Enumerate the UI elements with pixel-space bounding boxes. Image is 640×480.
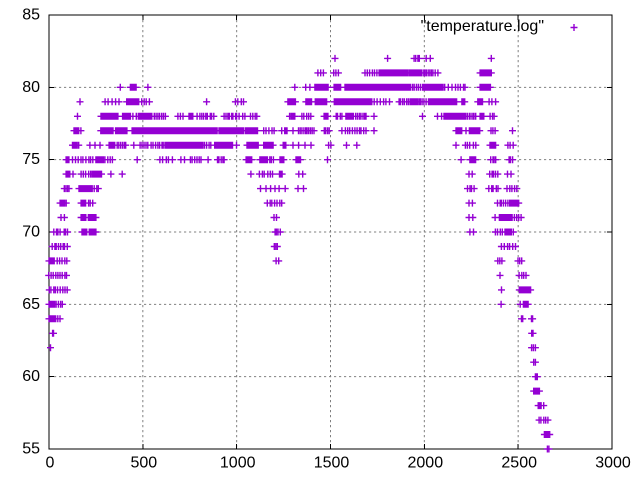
svg-text:65: 65	[22, 296, 40, 313]
svg-text:75: 75	[22, 151, 40, 168]
svg-text:500: 500	[130, 455, 157, 472]
svg-text:1500: 1500	[314, 455, 350, 472]
svg-text:3000: 3000	[595, 455, 631, 472]
svg-text:80: 80	[22, 79, 40, 96]
svg-text:"temperature.log": "temperature.log"	[421, 18, 544, 35]
svg-text:2500: 2500	[501, 455, 537, 472]
svg-text:1000: 1000	[220, 455, 256, 472]
svg-text:85: 85	[22, 7, 40, 24]
svg-text:70: 70	[22, 224, 40, 241]
svg-text:60: 60	[22, 368, 40, 385]
svg-text:0: 0	[46, 455, 55, 472]
svg-text:2000: 2000	[408, 455, 444, 472]
svg-text:55: 55	[22, 441, 40, 458]
